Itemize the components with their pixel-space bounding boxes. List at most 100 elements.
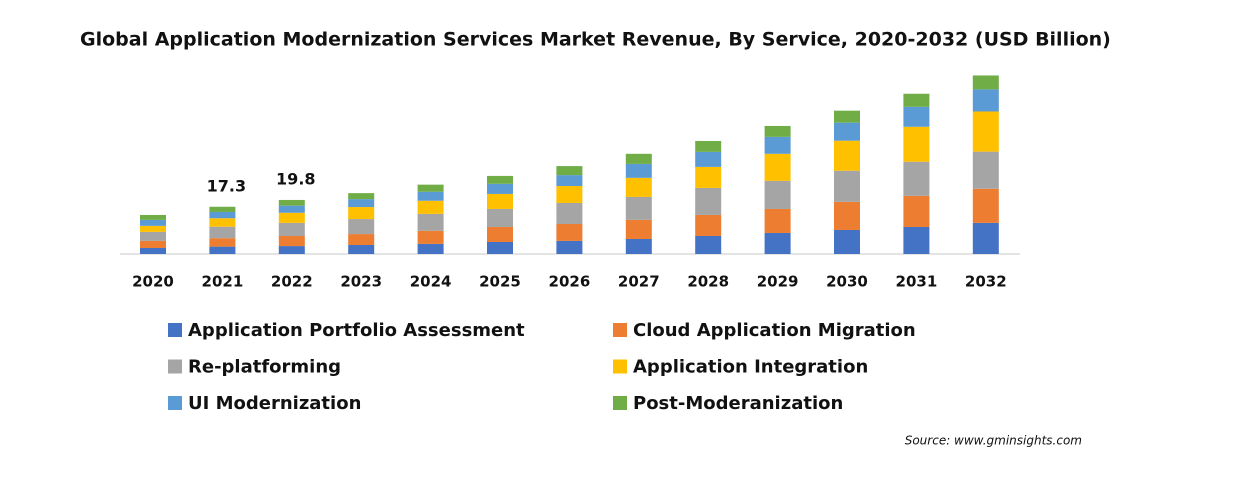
bar-segment bbox=[278, 199, 305, 206]
bar-segment bbox=[556, 223, 583, 241]
bar-segment bbox=[903, 226, 930, 254]
bar-segment bbox=[903, 195, 930, 227]
x-tick-label: 2022 bbox=[271, 273, 313, 291]
bar-segment bbox=[209, 206, 236, 212]
bar-segment bbox=[625, 177, 652, 197]
bar-segment bbox=[140, 225, 166, 232]
bar-segment bbox=[487, 193, 513, 209]
bar-segment bbox=[764, 232, 791, 254]
bar-segment bbox=[625, 196, 652, 220]
x-tick-label: 2021 bbox=[202, 273, 244, 291]
legend-swatch bbox=[613, 323, 627, 337]
bar-segment bbox=[278, 212, 305, 223]
bar-segment bbox=[348, 199, 375, 208]
bar-segment bbox=[834, 201, 860, 230]
source: Source: www.gminsights.com bbox=[905, 434, 1082, 448]
legend-label: UI Modernization bbox=[188, 393, 361, 414]
bar-segment bbox=[972, 75, 999, 90]
bar-segment bbox=[556, 240, 583, 254]
bar-segment bbox=[417, 200, 444, 214]
x-tick-label: 2020 bbox=[132, 273, 174, 291]
bar-segment bbox=[140, 247, 166, 254]
bar-segment bbox=[972, 222, 999, 254]
legend-swatch bbox=[613, 396, 627, 410]
bar-segment bbox=[695, 140, 722, 152]
bar-segment bbox=[625, 238, 652, 254]
legend-label: Post-Moderanization bbox=[633, 393, 843, 414]
x-tick-label: 2023 bbox=[340, 273, 382, 291]
bar-segment bbox=[278, 222, 305, 236]
bar-segment bbox=[903, 126, 930, 162]
bar-segment bbox=[903, 161, 930, 196]
bar-segment bbox=[972, 188, 999, 223]
legend-swatch bbox=[613, 359, 627, 374]
legend-swatch bbox=[168, 396, 182, 410]
bar-segment bbox=[695, 187, 722, 215]
bar-segment bbox=[417, 213, 444, 231]
bar-segment bbox=[348, 244, 375, 254]
bar-segment bbox=[209, 246, 236, 254]
bar-segment bbox=[140, 214, 166, 220]
bar-segment bbox=[972, 111, 999, 152]
x-tick-label: 2031 bbox=[896, 273, 938, 291]
bar-segment bbox=[972, 89, 999, 112]
bar-segment bbox=[417, 230, 444, 244]
bar-segment bbox=[417, 191, 444, 201]
bar-segment bbox=[625, 163, 652, 178]
bar-segment bbox=[417, 243, 444, 254]
bar-segment bbox=[834, 122, 860, 141]
bar-segment bbox=[834, 110, 860, 123]
legend-swatch bbox=[168, 323, 182, 337]
bar-segment bbox=[903, 106, 930, 127]
bar-segment bbox=[972, 151, 999, 189]
bar-segment bbox=[487, 183, 513, 194]
legend-label: Application Portfolio Assessment bbox=[188, 320, 525, 341]
bar-segment bbox=[278, 246, 305, 254]
bar-segment bbox=[764, 180, 791, 209]
bar-segment bbox=[487, 208, 513, 227]
x-tick-label: 2032 bbox=[965, 273, 1007, 291]
bar-segment bbox=[625, 153, 652, 164]
bar-segment bbox=[348, 219, 375, 235]
bar-segment bbox=[903, 93, 930, 107]
bar-segment bbox=[140, 219, 166, 226]
bar-segment bbox=[556, 186, 583, 203]
bar-segment bbox=[764, 208, 791, 233]
legend-label: Re-platforming bbox=[188, 357, 341, 378]
legend-swatch bbox=[168, 359, 182, 374]
x-tick-label: 2025 bbox=[479, 273, 521, 291]
bar-segment bbox=[764, 153, 791, 181]
total-label: 19.8 bbox=[276, 169, 315, 188]
x-tick-label: 2024 bbox=[410, 273, 452, 291]
bar-segment bbox=[556, 202, 583, 224]
bar-segment bbox=[209, 211, 236, 219]
bar-segment bbox=[278, 205, 305, 213]
bar-segment bbox=[209, 218, 236, 227]
bar-segment bbox=[487, 175, 513, 184]
x-tick-label: 2030 bbox=[826, 273, 868, 291]
x-tick-label: 2028 bbox=[687, 273, 729, 291]
bar-segment bbox=[625, 219, 652, 239]
bar-segment bbox=[695, 235, 722, 254]
legend-label: Cloud Application Migration bbox=[633, 320, 916, 341]
bar-segment bbox=[487, 241, 513, 254]
bar-segment bbox=[209, 226, 236, 239]
bar-segment bbox=[348, 207, 375, 220]
bar-segment bbox=[140, 231, 166, 241]
bar-segment bbox=[417, 184, 444, 192]
bar-segment bbox=[834, 170, 860, 202]
bar-segment bbox=[278, 235, 305, 247]
bar-segment bbox=[834, 140, 860, 171]
bar-segment bbox=[140, 240, 166, 248]
bar-segment bbox=[348, 234, 375, 245]
bar-segment bbox=[348, 193, 375, 200]
x-tick-label: 2026 bbox=[549, 273, 591, 291]
bar-segment bbox=[556, 166, 583, 176]
bar-segment bbox=[556, 175, 583, 187]
bar-segment bbox=[764, 125, 791, 137]
bar-segment bbox=[834, 229, 860, 254]
bar-segment bbox=[209, 238, 236, 247]
bar-segment bbox=[695, 166, 722, 188]
bar-segment bbox=[695, 214, 722, 236]
